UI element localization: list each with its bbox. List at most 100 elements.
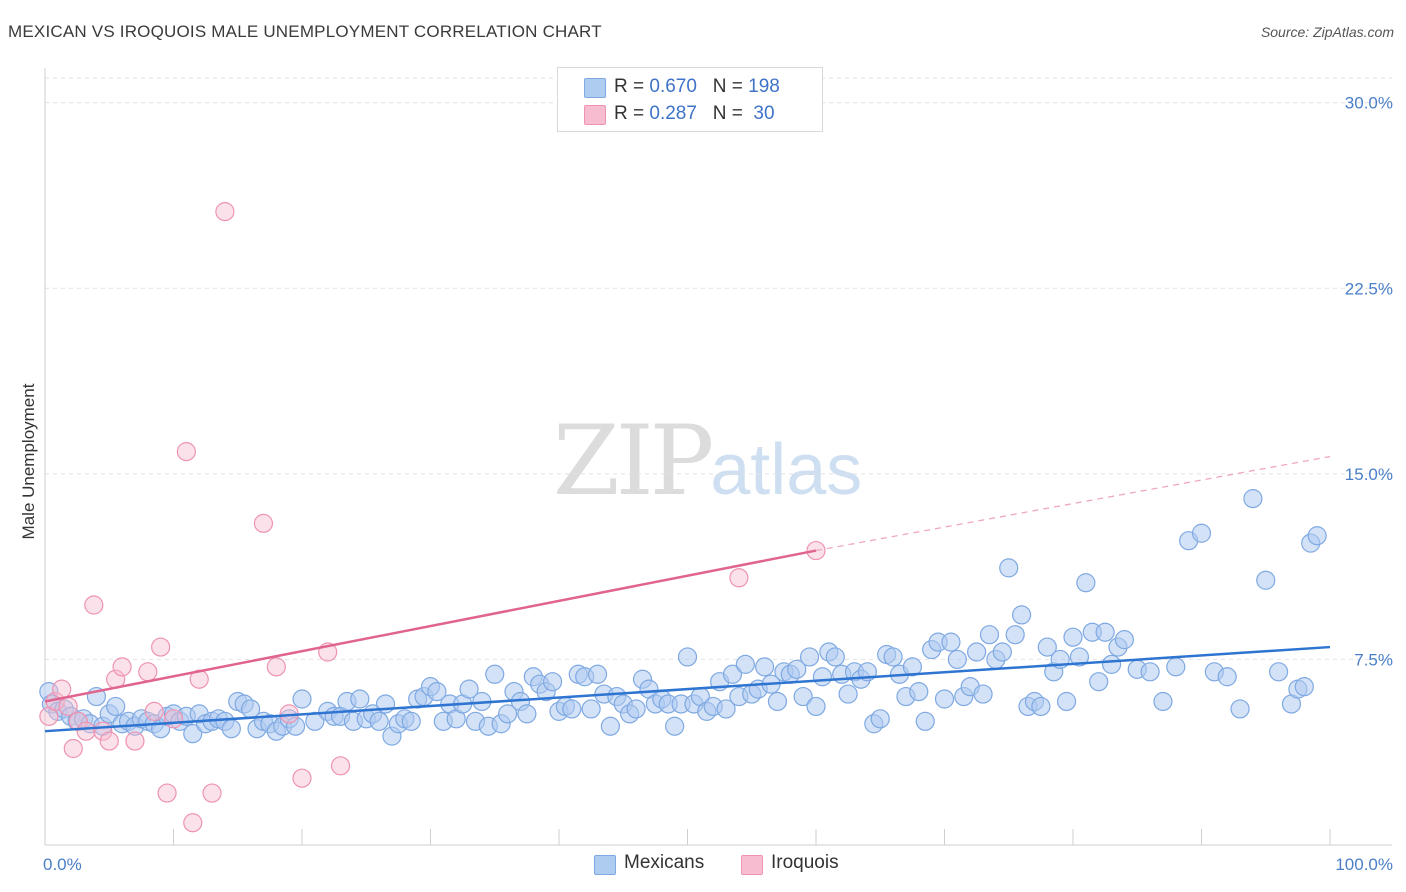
point-mexicans [581, 699, 601, 719]
legend-n-value: 30 [748, 103, 775, 124]
point-mexicans [401, 711, 421, 731]
point-mexicans [754, 657, 775, 677]
data-points [39, 202, 1327, 833]
point-mexicans [498, 704, 518, 724]
point-mexicans [562, 699, 582, 719]
point-iroquois [253, 513, 274, 533]
point-iroquois [215, 202, 235, 222]
point-iroquois [330, 756, 351, 776]
point-iroquois [183, 813, 203, 833]
point-mexicans [812, 667, 833, 687]
point-mexicans [973, 684, 993, 704]
trend-line-mexicans [44, 645, 1331, 733]
point-iroquois [729, 568, 749, 588]
legend-n-label: N = [712, 103, 749, 124]
legend-swatch-iroquois [584, 105, 606, 125]
point-mexicans [485, 664, 505, 684]
point-mexicans [542, 672, 563, 692]
point-mexicans [967, 642, 987, 662]
point-mexicans [1153, 691, 1173, 712]
point-iroquois [76, 721, 96, 741]
point-mexicans [934, 689, 955, 709]
point-mexicans [1191, 523, 1212, 543]
point-iroquois [151, 637, 171, 657]
point-mexicans [838, 684, 858, 704]
point-mexicans [665, 716, 685, 736]
point-iroquois [52, 679, 72, 699]
point-iroquois [63, 738, 83, 759]
point-mexicans [1101, 654, 1122, 674]
point-mexicans [787, 659, 807, 679]
legend-r-label: R = [614, 103, 650, 124]
point-mexicans [1056, 691, 1077, 712]
y-axis-label: Male Unemployment [19, 383, 38, 539]
legend-row-iroquois: R = 0.287 N = 30 [614, 103, 775, 125]
point-iroquois [138, 662, 158, 682]
legend-r-value: 0.670 [649, 76, 697, 97]
y-tick-label: 30.0% [1345, 94, 1393, 113]
point-mexicans [909, 681, 929, 702]
point-iroquois [125, 731, 145, 751]
point-mexicans [1256, 570, 1276, 590]
legend-r-label: R = [614, 76, 650, 97]
point-mexicans [1294, 677, 1314, 697]
axis-labels: 7.5% 15.0% 22.5% 30.0% 0.0% 100.0% Male Unempl… [19, 94, 1393, 874]
point-iroquois [176, 442, 196, 462]
point-mexicans [1031, 696, 1051, 717]
point-mexicans [626, 699, 646, 719]
point-mexicans [183, 724, 203, 744]
point-mexicans [106, 696, 126, 717]
point-mexicans [735, 654, 755, 674]
y-tick-label: 15.0% [1345, 465, 1393, 484]
point-mexicans [716, 699, 736, 719]
point-mexicans [1140, 662, 1160, 682]
point-iroquois [84, 595, 104, 615]
point-mexicans [1063, 627, 1083, 647]
point-mexicans [1095, 622, 1115, 642]
point-mexicans [285, 716, 306, 736]
source-credit: Source: ZipAtlas.com [1260, 24, 1394, 40]
axes [44, 68, 1392, 846]
point-mexicans [221, 719, 241, 739]
watermark-atlas: atlas [710, 430, 863, 510]
point-mexicans [999, 558, 1019, 578]
point-mexicans [1230, 699, 1250, 719]
point-iroquois [144, 701, 164, 721]
point-mexicans [369, 711, 389, 731]
point-iroquois [163, 709, 184, 729]
x-tick-label: 100.0% [1335, 855, 1393, 874]
point-mexicans [825, 647, 845, 667]
point-mexicans [1268, 662, 1289, 682]
point-mexicans [1069, 647, 1090, 667]
point-mexicans [1005, 625, 1025, 645]
legend-row-mexicans: R = 0.670 N = 198 [614, 76, 780, 98]
point-mexicans [902, 657, 922, 677]
point-mexicans [767, 691, 788, 712]
point-mexicans [350, 689, 370, 709]
point-mexicans [292, 689, 312, 709]
bottom-legend-swatch-iroquois [741, 855, 763, 875]
legend-n-value: 198 [748, 76, 780, 97]
point-mexicans [722, 664, 743, 684]
trend-lines [44, 455, 1331, 733]
bottom-legend-iroquois: Iroquois [771, 852, 839, 873]
y-tick-label: 22.5% [1345, 279, 1393, 298]
point-mexicans [600, 716, 621, 736]
point-mexicans [1011, 605, 1032, 625]
point-mexicans [1076, 573, 1096, 593]
bottom-legend-swatch-mexicans [594, 855, 616, 875]
legend-n-label: N = [712, 76, 749, 97]
point-mexicans [1307, 526, 1327, 546]
legend-r-value: 0.287 [649, 103, 697, 124]
point-iroquois [292, 768, 312, 788]
legend-swatch-mexicans [584, 78, 606, 98]
point-iroquois [68, 711, 89, 731]
point-iroquois [202, 783, 222, 803]
point-mexicans [915, 711, 935, 731]
point-mexicans [979, 625, 1000, 645]
point-mexicans [427, 681, 447, 702]
point-mexicans [1243, 489, 1263, 509]
bottom-legend-mexicans: Mexicans [624, 852, 705, 873]
point-mexicans [883, 647, 903, 667]
